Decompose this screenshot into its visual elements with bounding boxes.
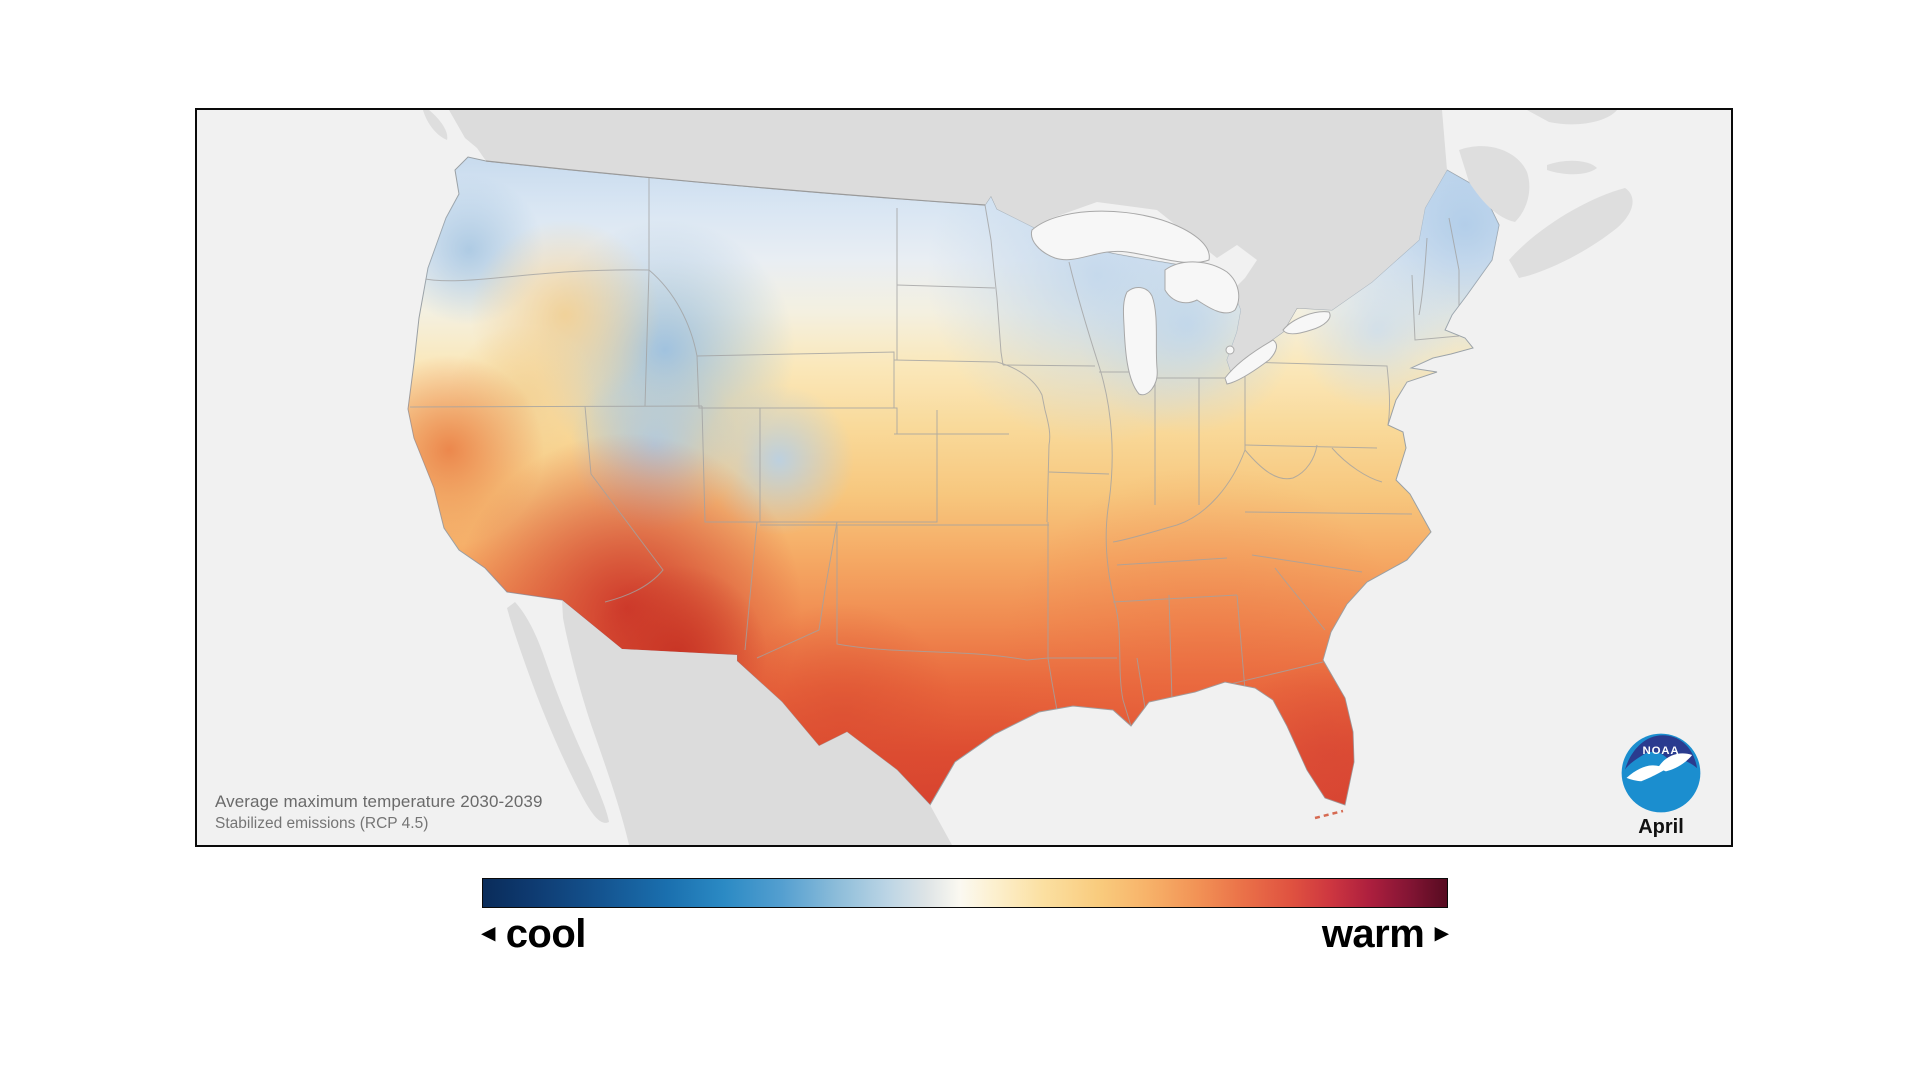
annotation-scenario: Stabilized emissions (RCP 4.5) [215, 815, 429, 833]
cool-label-text: cool [505, 912, 587, 956]
left-arrow-icon: ◂ [482, 917, 496, 947]
colorbar [482, 878, 1448, 908]
great-lakes [1030, 210, 1331, 396]
canada-maritimes [423, 110, 1633, 278]
warm-label: warm ▸ [1322, 912, 1448, 957]
us-canada-border [485, 160, 986, 206]
color-scale-legend: ◂ cool warm ▸ [482, 878, 1448, 962]
month-label: April [1638, 816, 1684, 838]
svg-text:NOAA: NOAA [1642, 745, 1679, 757]
warm-label-text: warm [1321, 912, 1425, 956]
canada-landmass [449, 110, 1447, 372]
florida-keys [1314, 809, 1344, 820]
climate-map-panel: Average maximum temperature 2030-2039 St… [195, 108, 1733, 847]
conus-temperature-map [197, 110, 1731, 845]
mexico-landmass [507, 600, 952, 845]
legend-labels: ◂ cool warm ▸ [482, 912, 1448, 962]
state-borders [409, 170, 1460, 733]
cool-label: ◂ cool [482, 912, 586, 957]
noaa-logo-icon: NOAA [1621, 733, 1701, 813]
map-annotation: Average maximum temperature 2030-2039 St… [215, 791, 543, 835]
noaa-logo-block: NOAA April [1613, 732, 1709, 839]
right-arrow-icon: ▸ [1434, 917, 1448, 947]
annotation-variable: Average maximum temperature 2030-2039 [215, 792, 543, 812]
